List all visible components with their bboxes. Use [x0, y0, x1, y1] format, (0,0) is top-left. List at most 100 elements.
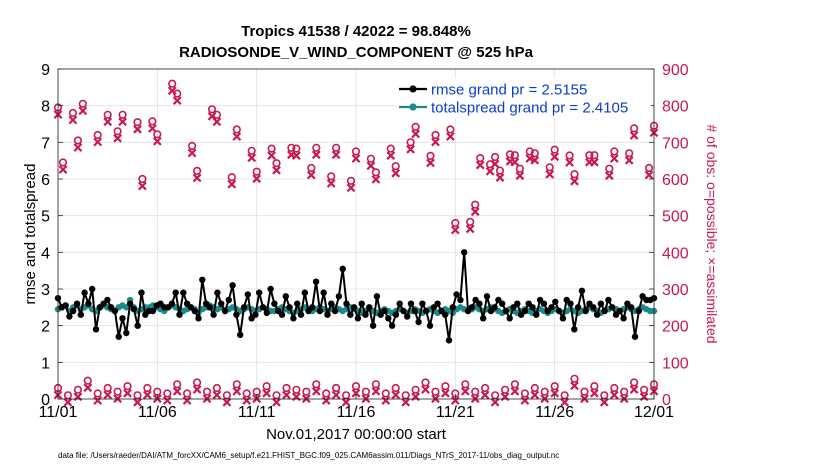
rmse-point — [385, 315, 392, 322]
rmse-point — [400, 307, 407, 315]
y-tick-label-right: 500 — [662, 209, 689, 226]
obs-assimilated-series — [53, 86, 659, 407]
rmse-point — [506, 315, 513, 322]
rmse-point — [449, 304, 456, 311]
rmse-point — [461, 249, 468, 256]
obs-assimilated-point — [590, 388, 599, 398]
obs-possible-point — [476, 154, 485, 163]
obs-assimilated-point — [351, 154, 361, 163]
obs-possible-point — [486, 160, 495, 169]
obs-possible-point — [421, 378, 430, 387]
y-tick-label-left: 9 — [41, 62, 50, 79]
obs-assimilated-point — [391, 168, 401, 178]
obs-possible-point — [232, 125, 241, 134]
obs-possible-point — [500, 385, 510, 394]
y-tick-label-right: 800 — [662, 99, 689, 116]
x-tick-label: 11/06 — [138, 404, 177, 421]
rmse-point — [81, 289, 88, 296]
obs-assimilated-point — [212, 117, 222, 127]
obs-assimilated-point — [68, 115, 78, 125]
rmse-point — [214, 289, 221, 296]
rmse-point — [567, 300, 574, 307]
obs-possible-point — [530, 383, 539, 393]
obs-assimilated-point — [192, 385, 202, 394]
rmse-point — [324, 311, 331, 318]
rmse-point — [62, 302, 69, 309]
rmse-point — [521, 307, 529, 315]
obs-possible-point — [446, 125, 455, 134]
obs-assimilated-point — [421, 385, 430, 394]
obs-assimilated-point — [510, 157, 520, 167]
rmse-point — [282, 293, 289, 300]
rmse-point — [176, 311, 183, 318]
rmse-point — [339, 265, 346, 272]
obs-possible-point — [93, 130, 102, 140]
obs-possible-point — [188, 141, 197, 151]
obs-assimilated-point — [391, 390, 401, 400]
rmse-point — [92, 326, 100, 333]
obs-assimilated-point — [475, 160, 485, 170]
obs-possible-point — [227, 173, 236, 182]
obs-assimilated-point — [103, 117, 113, 127]
rmse-point — [480, 315, 487, 322]
y-tick-label-left: 6 — [41, 172, 50, 189]
obs-assimilated-point — [331, 150, 341, 160]
obs-possible-point — [113, 387, 122, 396]
obs-assimilated-point — [495, 173, 505, 182]
obs-possible-point — [138, 174, 147, 184]
obs-assimilated-point — [321, 396, 331, 405]
obs-possible-point — [346, 176, 356, 185]
rmse-point — [115, 333, 122, 340]
obs-possible-point — [610, 147, 619, 156]
obs-possible-point — [351, 382, 361, 391]
chart-title-line1: Tropics 41538 / 42022 = 98.848% — [241, 23, 471, 40]
obs-possible-point — [163, 389, 172, 398]
rmse-point — [491, 304, 498, 311]
rmse-point — [415, 318, 422, 326]
obs-assimilated-point — [212, 390, 222, 400]
rmse-point — [601, 307, 608, 315]
obs-possible-point — [431, 130, 440, 140]
obs-possible-point — [193, 166, 202, 175]
obs-possible-point — [302, 387, 311, 396]
rmse-point — [540, 300, 548, 307]
obs-assimilated-point — [172, 386, 182, 396]
obs-possible-point — [515, 164, 525, 173]
obs-assimilated-point — [446, 132, 455, 141]
rmse-point — [445, 337, 453, 344]
obs-possible-point — [580, 387, 589, 396]
obs-possible-point — [481, 383, 490, 393]
obs-assimilated-point — [480, 390, 490, 400]
obs-assimilated-point — [545, 169, 555, 179]
rmse-point — [552, 298, 559, 305]
obs-possible-point — [307, 163, 316, 173]
obs-assimilated-point — [152, 136, 162, 146]
x-tick-label: 12/01 — [634, 404, 674, 421]
y-tick-label-right: 400 — [662, 245, 689, 262]
rmse-point — [240, 304, 248, 311]
obs-assimilated-point — [123, 388, 132, 398]
obs-assimilated-point — [83, 383, 93, 393]
obs-possible-point — [406, 138, 415, 147]
obs-assimilated-point — [465, 224, 475, 234]
obs-assimilated-point — [93, 396, 103, 405]
obs-possible-point — [510, 380, 520, 389]
obs-assimilated-point — [530, 155, 540, 165]
legend-rmse-marker — [409, 85, 417, 93]
y-axis-label-left: rmse and totalspread — [22, 163, 39, 305]
rmse-point — [168, 300, 176, 307]
obs-possible-point — [168, 79, 177, 88]
rmse-point — [369, 322, 377, 329]
rmse-point — [312, 278, 320, 285]
rmse-point — [328, 300, 335, 307]
rmse-point — [191, 307, 198, 315]
legend-spread-marker — [409, 103, 417, 111]
obs-possible-point — [451, 218, 460, 228]
rmse-point — [631, 333, 639, 340]
obs-assimilated-point — [143, 390, 152, 400]
obs-possible-point — [426, 151, 435, 160]
obs-possible-point — [620, 387, 629, 396]
obs-possible-point — [262, 382, 271, 391]
rmse-point — [267, 285, 274, 293]
